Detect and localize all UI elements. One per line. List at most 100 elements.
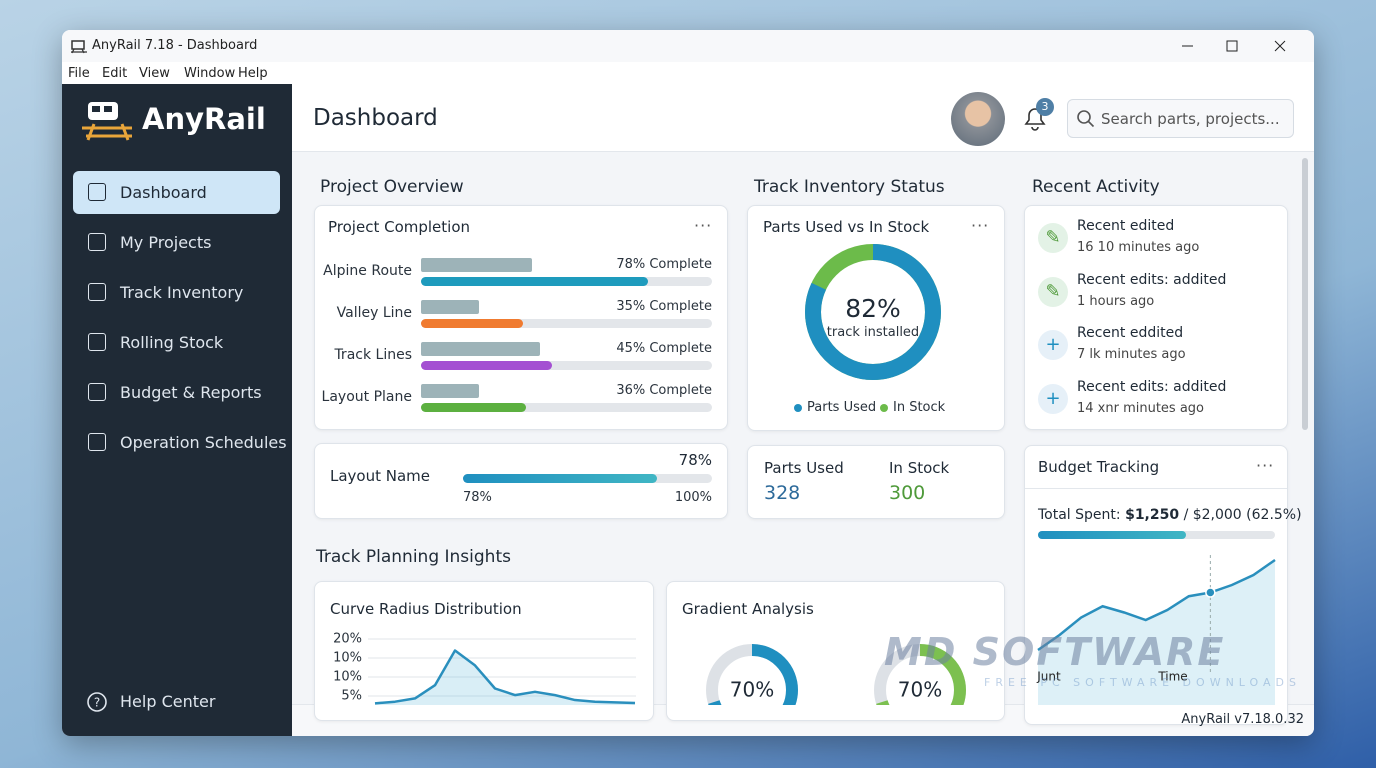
stats-card bbox=[747, 445, 1005, 519]
planned-bar bbox=[421, 258, 532, 272]
planned-bar bbox=[421, 384, 480, 398]
divider bbox=[1025, 488, 1287, 489]
activity-card bbox=[1024, 205, 1288, 430]
nav-item[interactable]: Rolling Stock bbox=[120, 333, 224, 352]
menu-item[interactable]: View bbox=[139, 66, 170, 81]
progress-label: 36% Complete bbox=[616, 383, 712, 398]
activity-icon: ✎ bbox=[1038, 223, 1068, 253]
inventory-card bbox=[747, 205, 1005, 431]
help-icon: ? bbox=[87, 692, 107, 712]
scrollbar[interactable] bbox=[1302, 158, 1308, 430]
bell-icon[interactable] bbox=[1022, 104, 1048, 132]
row-name: Track Lines bbox=[334, 347, 412, 363]
gauge-arc bbox=[706, 644, 798, 705]
menu-bar bbox=[62, 62, 1314, 84]
window-title: AnyRail 7.18 - Dashboard bbox=[92, 38, 258, 53]
x-label: Time bbox=[1157, 670, 1187, 684]
nav-item[interactable]: Operation Schedules bbox=[120, 433, 287, 452]
legend-label: Parts Used bbox=[807, 400, 877, 415]
legend-dot bbox=[880, 404, 888, 412]
stat-label: Parts Used bbox=[764, 459, 844, 477]
y-tick-label: 10% bbox=[333, 651, 362, 666]
activity-title: Recent edited bbox=[1077, 218, 1175, 234]
nav-active bbox=[73, 171, 280, 214]
avatar[interactable] bbox=[951, 92, 1005, 146]
title-bar bbox=[62, 30, 1314, 62]
x-label: Junt bbox=[1036, 670, 1061, 684]
notification-badge: 3 bbox=[1036, 98, 1054, 116]
progress-track bbox=[421, 403, 712, 412]
planned-bar bbox=[421, 342, 541, 356]
progress-label: 45% Complete bbox=[616, 341, 712, 356]
curve-chart: 20% 10% 10% 5% bbox=[333, 632, 636, 705]
donut-arc bbox=[805, 244, 941, 380]
version: AnyRail v7.18.0.32 bbox=[1181, 712, 1304, 727]
activity-time: 1 hours ago bbox=[1077, 293, 1155, 309]
menu-item[interactable]: Edit bbox=[102, 66, 128, 81]
progress-track bbox=[421, 361, 712, 370]
progress-bar bbox=[421, 403, 526, 412]
highlight-point bbox=[1205, 587, 1216, 598]
nav-icon bbox=[88, 183, 106, 201]
row-name: Valley Line bbox=[336, 305, 412, 321]
progress-bar bbox=[421, 277, 648, 286]
stat-value: 328 bbox=[764, 482, 801, 504]
nav-icon bbox=[88, 333, 106, 351]
label: Total Spent: bbox=[1038, 507, 1121, 523]
nav-icon bbox=[88, 383, 106, 401]
search-icon bbox=[1077, 110, 1095, 128]
row-name: Alpine Route bbox=[323, 263, 412, 279]
section-heading: Project Overview bbox=[320, 177, 464, 197]
watermark-sub: FREE PC SOFTWARE DOWNLOADS bbox=[984, 676, 1301, 689]
nav-icon bbox=[88, 283, 106, 301]
donut-chart bbox=[805, 244, 941, 380]
nav-icon bbox=[88, 233, 106, 251]
nav-item[interactable]: Budget & Reports bbox=[120, 383, 262, 402]
card-menu[interactable]: ··· bbox=[1256, 456, 1275, 475]
budget-card bbox=[1024, 445, 1288, 725]
section-heading: Track Inventory Status bbox=[754, 177, 945, 197]
layout-name: Layout Name bbox=[330, 467, 431, 485]
menu-item[interactable]: Window bbox=[184, 66, 236, 81]
progress-label: 78% Complete bbox=[616, 257, 712, 272]
menu-item[interactable]: Help bbox=[238, 66, 268, 81]
window-controls[interactable] bbox=[1172, 36, 1302, 56]
card-title: Project Completion bbox=[328, 218, 471, 236]
budget-total: Total Spent: $1,250 / $2,000 (62.5%) bbox=[1038, 507, 1302, 523]
activity-time: 7 lk minutes ago bbox=[1077, 347, 1186, 362]
section-heading: Recent Activity bbox=[1032, 177, 1160, 197]
layout-max: 100% bbox=[674, 490, 712, 505]
budget-progress bbox=[1038, 531, 1187, 539]
card-title: Gradient Analysis bbox=[682, 600, 814, 618]
menu-item[interactable]: File bbox=[68, 66, 90, 81]
gauge-label: 70% bbox=[898, 678, 942, 702]
budget-line bbox=[1037, 558, 1276, 652]
activity-time: 16 10 minutes ago bbox=[1077, 240, 1200, 255]
card-title: Budget Tracking bbox=[1038, 458, 1160, 476]
gauge-arc bbox=[874, 644, 966, 705]
curve-line bbox=[374, 649, 636, 705]
help-link[interactable]: Help Center bbox=[120, 692, 216, 711]
progress-track bbox=[421, 319, 712, 328]
nav-item[interactable]: My Projects bbox=[120, 233, 212, 252]
budget-area bbox=[1038, 560, 1275, 705]
layout-percent: 78% bbox=[678, 451, 712, 469]
nav-item[interactable]: Dashboard bbox=[120, 183, 207, 202]
search-placeholder: Search parts, projects... bbox=[1101, 110, 1280, 128]
brand-name: AnyRail bbox=[142, 102, 266, 136]
card-title: Curve Radius Distribution bbox=[330, 600, 522, 618]
gauge-label: 70% bbox=[730, 678, 774, 702]
search-box[interactable] bbox=[1067, 99, 1294, 138]
app-icon bbox=[71, 40, 87, 54]
watermark: MD SOFTWARE bbox=[884, 630, 1226, 674]
activity-time: 14 xnr minutes ago bbox=[1077, 400, 1205, 416]
donut-value: 82% bbox=[845, 294, 901, 323]
card-menu[interactable]: ··· bbox=[971, 216, 990, 235]
progress-bar bbox=[421, 319, 523, 328]
nav-item[interactable]: Track Inventory bbox=[120, 283, 244, 302]
card-menu[interactable]: ··· bbox=[694, 216, 713, 235]
gauges: 70% 70% bbox=[706, 644, 966, 705]
spent: $1,250 bbox=[1125, 507, 1180, 523]
planned-bar bbox=[421, 300, 480, 314]
donut-caption: track installed bbox=[826, 325, 920, 340]
